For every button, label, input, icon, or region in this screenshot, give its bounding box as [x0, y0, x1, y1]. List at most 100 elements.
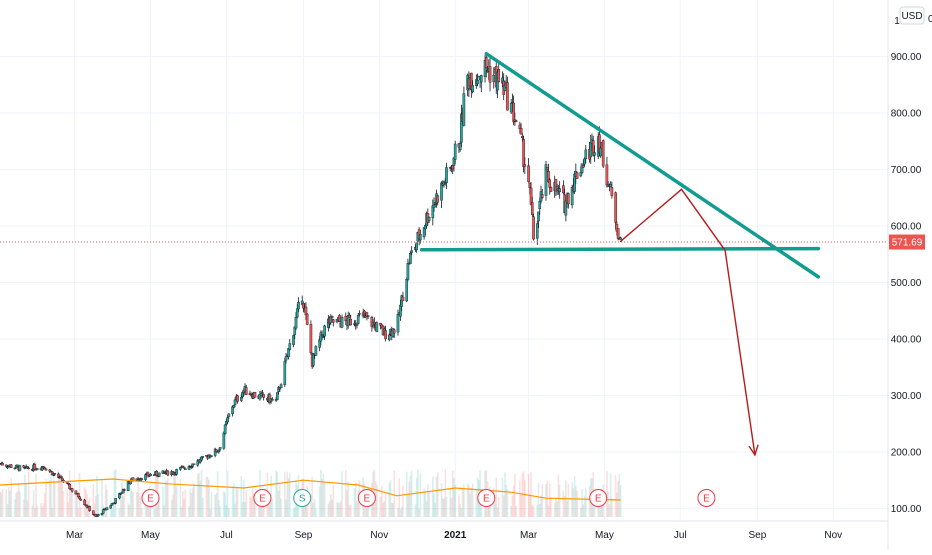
volume-bar [235, 486, 238, 517]
volume-bar [139, 496, 142, 517]
volume-bar [131, 490, 133, 517]
candle-body [384, 330, 387, 340]
candle-body [244, 387, 248, 395]
price-axis[interactable]: 900.00 800.00 700.00 600.00 500.00 400.00 300.… [891, 52, 922, 515]
price-axis-pane[interactable] [888, 0, 932, 550]
candle-body [521, 136, 524, 139]
volume-bar [262, 500, 265, 517]
volume-bar [381, 485, 383, 517]
earnings-marker[interactable]: E [697, 489, 716, 507]
volume-bar [305, 505, 307, 517]
volume-bar [244, 501, 246, 517]
volume-bar [510, 505, 512, 517]
volume-bar [1, 489, 4, 517]
grid [0, 0, 888, 521]
candle-body [375, 322, 379, 332]
volume-bar [279, 484, 281, 517]
volume-bar [182, 491, 184, 517]
volume-bar [323, 482, 326, 517]
candle-body [405, 279, 408, 302]
currency-badge[interactable]: USD [899, 6, 925, 25]
time-axis[interactable]: Mar May Jul Sep Nov 2021 Mar May Jul Sep Nov [66, 530, 842, 541]
volume-bar [573, 475, 576, 517]
projection-arrowhead [748, 444, 759, 457]
volume-bar [170, 499, 173, 517]
drawings[interactable] [419, 51, 821, 457]
candle-body [136, 478, 140, 480]
candle-body [492, 74, 496, 83]
volume-bar [191, 487, 194, 517]
volume-bar [432, 476, 434, 517]
earnings-marker[interactable]: E [477, 489, 496, 507]
price-tick-label: 600.00 [891, 222, 922, 233]
volume-bar [572, 488, 575, 517]
volume-bar [276, 472, 279, 517]
candle-body [283, 361, 287, 385]
descending-trendline[interactable] [484, 51, 821, 279]
candle-body [549, 187, 553, 192]
volume-bar [165, 480, 168, 517]
candle-body [544, 164, 548, 196]
volume-bar [356, 501, 358, 517]
time-tick-label: Sep [295, 530, 313, 541]
volume-bar [321, 478, 323, 517]
volume-bar [250, 497, 253, 517]
earnings-marker[interactable]: E [253, 489, 272, 507]
volume-bar [25, 483, 27, 517]
candle-body [192, 463, 196, 465]
volume-bar [449, 488, 452, 517]
earnings-marker[interactable]: E [589, 489, 608, 507]
support-line[interactable] [419, 246, 821, 252]
candle-body [184, 468, 187, 471]
volume-bar [311, 476, 313, 517]
candle-body [223, 424, 227, 434]
volume-bar [433, 493, 435, 517]
volume-bar [468, 485, 470, 517]
candle-body [278, 388, 282, 390]
candle-body [548, 179, 552, 188]
split-marker[interactable]: S [293, 489, 312, 507]
earnings-marker[interactable]: E [357, 489, 376, 507]
volume-bar [461, 487, 464, 517]
volume-bar [122, 495, 124, 517]
volume-bar [206, 476, 209, 517]
volume-bar [242, 479, 245, 517]
volume-bar [607, 491, 609, 517]
volume-bar [419, 473, 422, 517]
projection-path[interactable] [619, 188, 756, 456]
volume-bar [43, 492, 46, 517]
volume-bar [60, 475, 62, 517]
volume-bar [241, 502, 244, 517]
candle-body [205, 455, 208, 457]
volume-bar [233, 483, 235, 517]
volume-bar [200, 469, 203, 517]
volume-bar [10, 478, 12, 517]
volume-bar [62, 491, 65, 517]
candle-body [567, 193, 570, 205]
volume-bar [397, 507, 399, 517]
candle-body [519, 128, 523, 135]
volume-bar [466, 483, 469, 517]
volume-bar [553, 503, 556, 517]
volume-bar [611, 498, 613, 517]
volume-bar [414, 504, 417, 517]
volume-bar [497, 496, 500, 517]
earnings-marker[interactable]: E [141, 489, 160, 507]
candle-body [23, 467, 27, 469]
volume-bar [425, 501, 428, 517]
volume-bar [349, 504, 352, 517]
candle-body [458, 143, 462, 151]
volume-bar [341, 471, 343, 517]
candle-body [488, 66, 492, 83]
volume-bar [45, 478, 47, 517]
price-tick-label: 300.00 [891, 391, 922, 402]
volume-bar [530, 471, 532, 517]
volume-bar [588, 486, 591, 517]
candle-body [68, 483, 71, 490]
candle-body [101, 509, 105, 514]
candle-body [295, 308, 299, 318]
candle-body [409, 253, 412, 264]
